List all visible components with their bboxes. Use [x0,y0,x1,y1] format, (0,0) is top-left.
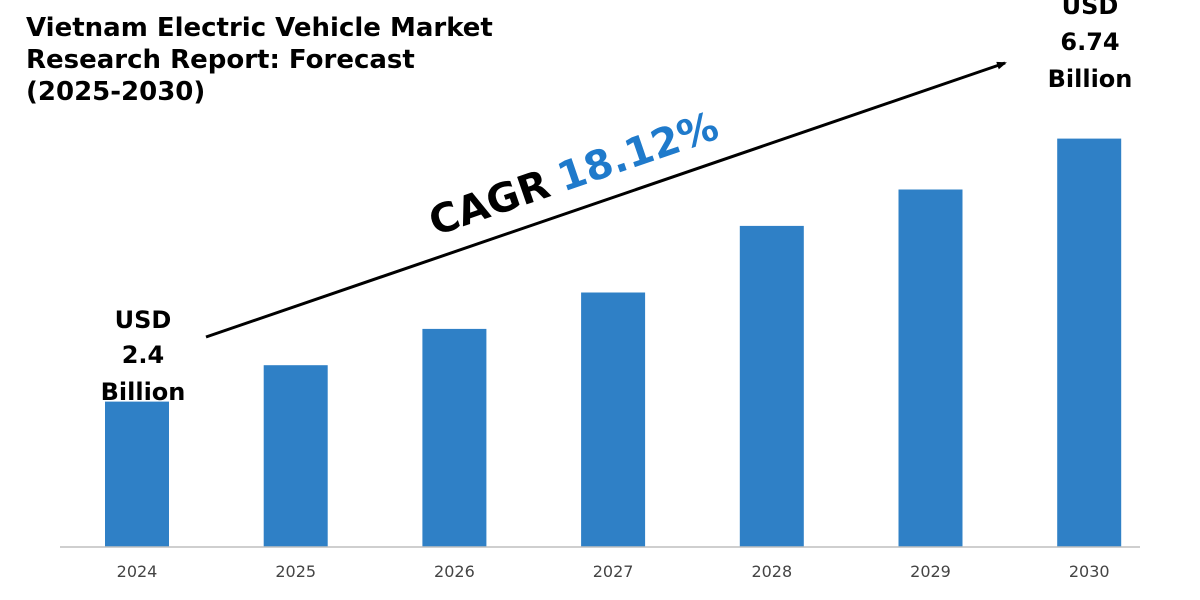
x-tick-label-2025: 2025 [275,562,316,581]
end-callout-line-1: USD [1062,0,1119,20]
start-callout-line-3: Billion [101,378,186,406]
end-callout-line-3: Billion [1048,65,1133,93]
x-tick-label-2027: 2027 [593,562,634,581]
bar-2030 [1057,138,1122,547]
end-value-callout: USD 6.74 Billion [1048,0,1133,93]
start-value-callout: USD 2.4 Billion [101,306,186,406]
bar-2025 [263,365,328,547]
bar-2028 [739,225,804,547]
x-tick-labels: 2024 2025 2026 2027 2028 2029 2030 [117,562,1110,581]
x-tick-label-2030: 2030 [1069,562,1110,581]
chart-title-line-2: Research Report: Forecast [26,45,415,75]
chart-title-line-1: Vietnam Electric Vehicle Market [26,13,493,43]
bar-2029 [898,189,963,547]
bar-2026 [422,328,487,547]
start-callout-line-1: USD [115,306,172,334]
end-callout-line-2: 6.74 [1060,28,1119,56]
bars-group [105,138,1122,547]
x-tick-label-2029: 2029 [910,562,951,581]
x-tick-label-2028: 2028 [751,562,792,581]
chart-title-line-3: (2025-2030) [26,77,206,107]
start-callout-line-2: 2.4 [122,341,165,369]
cagr-label: CAGR [423,162,555,246]
chart-title: Vietnam Electric Vehicle Market Research… [26,12,546,108]
bar-2027 [581,292,646,547]
trend-arrow [205,61,1007,339]
cagr-value: 18.12% [552,103,725,201]
x-tick-label-2026: 2026 [434,562,475,581]
bar-2024 [105,401,169,547]
x-tick-label-2024: 2024 [117,562,158,581]
